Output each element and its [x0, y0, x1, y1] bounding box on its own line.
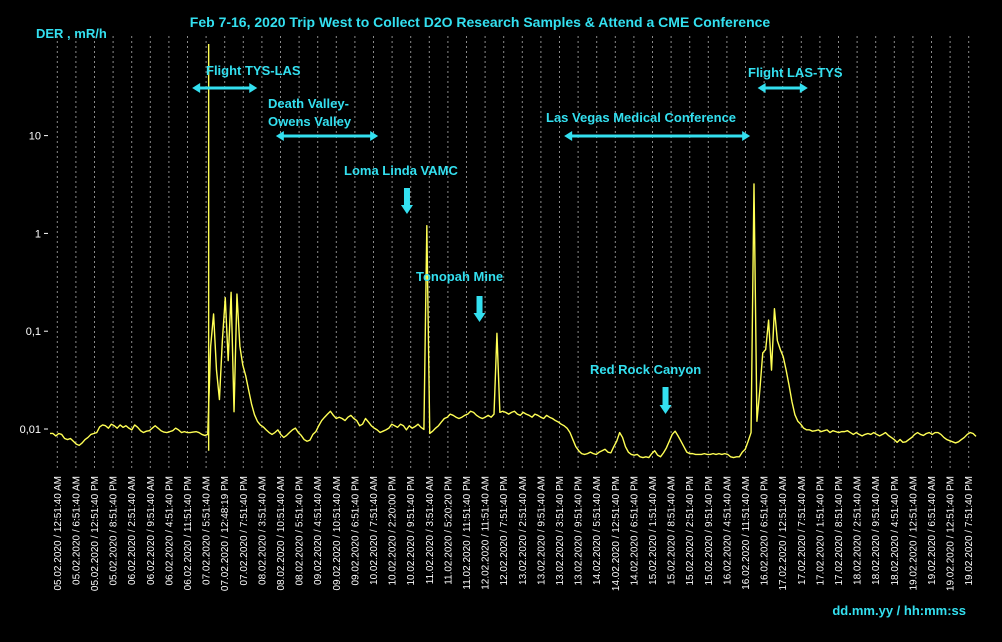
- x-tick-label: 17.02.2020 / 7:51:40 AM: [797, 476, 808, 585]
- y-tick-label: 10: [29, 131, 41, 143]
- chart-title: Feb 7-16, 2020 Trip West to Collect D2O …: [190, 14, 771, 30]
- arrowhead: [192, 83, 201, 93]
- y-tick-label: 0,01: [20, 424, 41, 436]
- x-tick-label: 17.02.2020 / 12:51:40 AM: [778, 476, 789, 591]
- x-tick-label: 09.02.2020 / 10:51:40 AM: [332, 476, 343, 591]
- x-tick-label: 05.02.2020 / 12:51:40 PM: [90, 476, 101, 591]
- y-tick-label: 1: [35, 228, 41, 240]
- x-axis-label: dd.mm.yy / hh:mm:ss: [832, 603, 966, 618]
- arrow-shaft: [403, 188, 410, 206]
- x-tick-label: 15.02.2020 / 9:51:40 PM: [704, 476, 715, 586]
- x-tick-label: 14.02.2020 / 5:51:40 AM: [592, 476, 603, 585]
- x-tick-label: 06.02.2020 / 2:51:40 AM: [127, 476, 138, 585]
- x-tick-label: 15.02.2020 / 1:51:40 AM: [648, 476, 659, 585]
- x-tick-label: 11.02.2020 / 5:20:20 PM: [443, 476, 454, 585]
- x-tick-label: 17.02.2020 / 8:51:40 PM: [834, 476, 845, 586]
- annotation-label: Red Rock Canyon: [590, 362, 701, 377]
- arrowhead: [275, 131, 284, 141]
- x-tick-label: 08.02.2020 / 3:51:40 AM: [257, 476, 268, 585]
- x-tick-label: 05.02.2020 / 8:51:40 PM: [109, 476, 120, 586]
- annotation-label: Loma Linda VAMC: [344, 163, 458, 178]
- x-tick-label: 15.02.2020 / 8:51:40 AM: [667, 476, 678, 585]
- series-line: [50, 183, 977, 459]
- arrowhead: [659, 405, 672, 414]
- annotation-label: Death Valley-: [268, 96, 349, 111]
- arrowhead: [799, 83, 808, 93]
- arrowhead: [757, 83, 766, 93]
- x-tick-label: 05.02.2020 / 6:51:40 AM: [71, 476, 82, 585]
- x-tick-label: 06.02.2020 / 11:51:40 PM: [183, 476, 194, 590]
- x-tick-label: 18.02.2020 / 9:51:40 AM: [871, 476, 882, 585]
- x-tick-label: 16.02.2020 / 4:51:40 AM: [722, 476, 733, 585]
- x-tick-label: 13.02.2020 / 9:51:40 AM: [536, 476, 547, 585]
- x-tick-label: 18.02.2020 / 4:51:40 PM: [890, 476, 901, 586]
- x-tick-label: 13.02.2020 / 2:51:40 AM: [518, 476, 529, 585]
- x-tick-label: 10.02.2020 / 2:20:00 PM: [388, 476, 399, 586]
- x-tick-label: 06.02.2020 / 4:51:40 PM: [164, 476, 175, 586]
- annotation-label: Las Vegas Medical Conference: [546, 110, 736, 125]
- x-tick-label: 17.02.2020 / 1:51:40 PM: [815, 476, 826, 586]
- annotation-label: Flight LAS-TYS: [748, 65, 843, 80]
- x-tick-label: 09.02.2020 / 4:51:40 AM: [313, 476, 324, 585]
- arrowhead: [564, 131, 573, 141]
- arrowhead: [370, 131, 379, 141]
- x-tick-label: 11.02.2020 / 3:51:40 AM: [425, 476, 436, 584]
- x-tick-label: 10.02.2020 / 7:51:40 AM: [369, 476, 380, 585]
- x-tick-label: 16.02.2020 / 6:51:40 PM: [760, 476, 771, 586]
- annotation-label: Flight TYS-LAS: [206, 63, 301, 78]
- arrowhead: [742, 131, 751, 141]
- x-tick-label: 10.02.2020 / 9:51:40 PM: [406, 476, 417, 586]
- arrow-shaft: [476, 296, 483, 314]
- x-tick-label: 12.02.2020 / 11:51:40 AM: [481, 476, 492, 590]
- x-tick-label: 08.02.2020 / 10:51:40 AM: [276, 476, 287, 591]
- x-tick-label: 19.02.2020 / 12:51:40 AM: [908, 476, 919, 591]
- x-tick-label: 15.02.2020 / 2:51:40 PM: [685, 476, 696, 586]
- x-tick-label: 19.02.2020 / 7:51:40 PM: [964, 476, 975, 586]
- annotation-label: Tonopah Mine: [416, 269, 503, 284]
- x-tick-label: 07.02.2020 / 5:51:40 AM: [202, 476, 213, 585]
- x-axis-ticks: 05.02.2020 / 12:51:40 AM 05.02.2020 / 6:5…: [53, 476, 975, 591]
- arrow-shaft: [662, 387, 669, 406]
- x-tick-label: 13.02.2020 / 9:51:40 PM: [574, 476, 585, 586]
- x-tick-label: 12.02.2020 / 7:51:40 PM: [499, 476, 510, 586]
- annotation-label: Owens Valley: [268, 114, 352, 129]
- x-tick-label: 16.02.2020 / 11:51:40 AM: [741, 476, 752, 590]
- x-tick-label: 07.02.2020 / 7:51:40 PM: [239, 476, 250, 586]
- y-axis-ticks: 0,01 0,1 1 10: [20, 131, 48, 436]
- arrowhead: [249, 83, 258, 93]
- y-axis-label: DER , mR/h: [36, 26, 107, 41]
- x-tick-label: 08.02.2020 / 5:51:40 PM: [295, 476, 306, 586]
- x-tick-label: 11.02.2020 / 11:51:40 PM: [462, 476, 473, 590]
- annotations: Flight TYS-LAS Death Valley- Owens Valley L…: [192, 63, 843, 414]
- x-tick-label: 09.02.2020 / 6:51:40 PM: [350, 476, 361, 586]
- x-tick-label: 13.02.2020 / 3:51:40 PM: [555, 476, 566, 586]
- x-tick-label: 14.02.2020 / 6:51:40 PM: [629, 476, 640, 586]
- data-series: [50, 44, 977, 459]
- x-tick-label: 18.02.2020 / 2:51:40 AM: [853, 476, 864, 585]
- arrowhead: [400, 205, 413, 214]
- x-tick-label: 14.02.2020 / 12:51:40 PM: [611, 476, 622, 591]
- x-tick-label: 19.02.2020 / 6:51:40 AM: [927, 476, 938, 585]
- arrowhead: [473, 313, 486, 322]
- x-tick-label: 05.02.2020 / 12:51:40 AM: [53, 476, 64, 591]
- x-tick-label: 07.02.2020 / 12:48:19 PM: [220, 476, 231, 591]
- x-tick-label: 19.02.2020 / 12:51:40 PM: [946, 476, 957, 591]
- y-tick-label: 0,1: [26, 326, 41, 338]
- vertical-grid: [56, 36, 970, 468]
- x-tick-label: 06.02.2020 / 9:51:40 AM: [146, 476, 157, 585]
